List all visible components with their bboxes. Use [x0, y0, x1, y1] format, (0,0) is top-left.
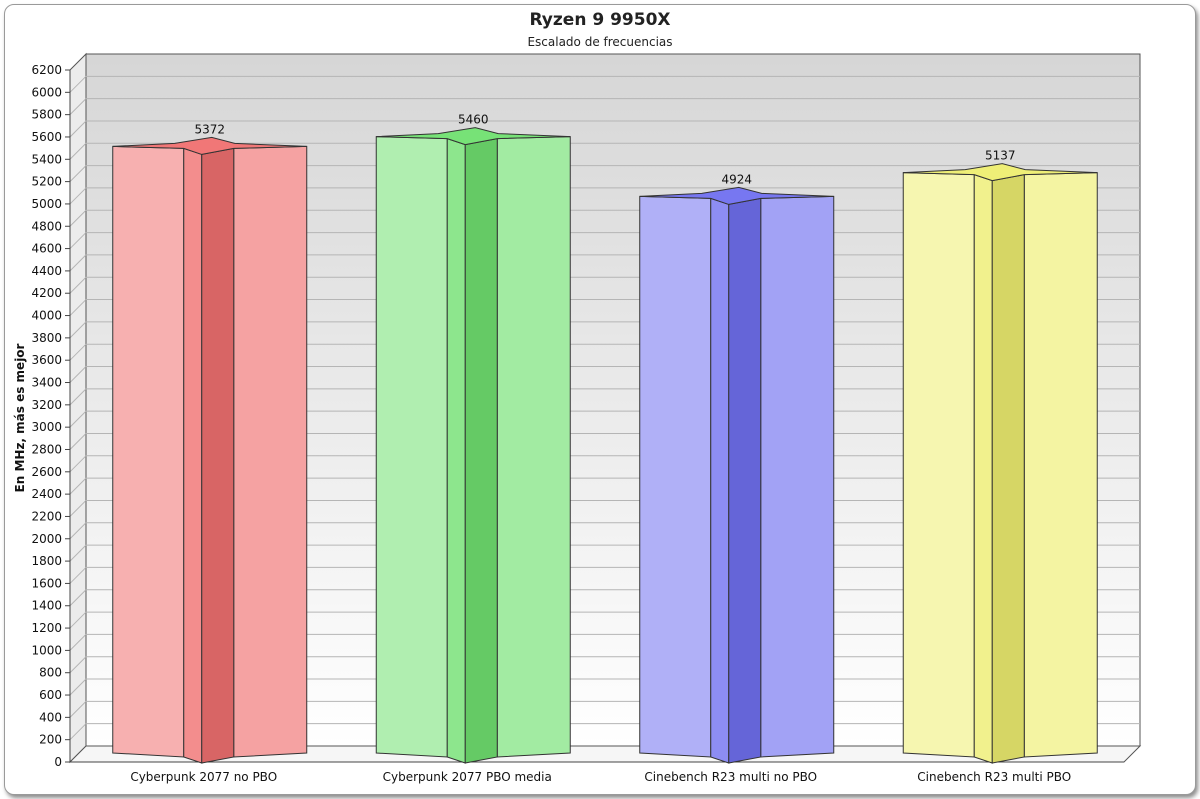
bar-face-left: [902, 172, 975, 758]
y-tick-label: 6200: [31, 63, 62, 77]
y-tick-label: 3800: [31, 331, 62, 345]
gridline-side: [69, 678, 87, 696]
bar-face-inner-right: [464, 137, 498, 764]
bar-value-label: 5372: [194, 122, 225, 136]
bar-face-inner-left: [710, 197, 730, 764]
gridline-side: [69, 299, 87, 316]
gridline-side: [69, 544, 87, 562]
bar: [375, 127, 571, 764]
bar-face-right: [1023, 172, 1098, 758]
bar-top-cap: [112, 136, 307, 155]
gridline-side: [69, 142, 87, 160]
gridline-side: [69, 165, 87, 182]
gridline-side: [69, 98, 87, 115]
gridline-side: [69, 321, 87, 339]
y-tick-label: 800: [39, 666, 62, 680]
y-tick-label: 3400: [31, 376, 62, 390]
bar-face-inner-right: [991, 174, 1025, 764]
bar-face-inner-left: [446, 137, 466, 764]
gridline-side: [69, 589, 87, 607]
gridline-side: [69, 410, 87, 428]
bar-face-inner-left: [183, 147, 203, 764]
y-tick-label: 200: [39, 733, 62, 747]
y-tick-label: 6000: [31, 85, 62, 99]
y-tick-label: 3200: [31, 398, 62, 412]
gridline-side: [69, 343, 87, 361]
gridline-side: [69, 477, 87, 495]
y-tick-label: 2200: [31, 509, 62, 523]
bar-face-left: [112, 145, 185, 758]
y-tick-label: 5600: [31, 130, 62, 144]
y-tick-label: 3600: [31, 353, 62, 367]
bar-face-left: [375, 136, 448, 758]
y-tick-label: 1800: [31, 554, 62, 568]
bar-face-inner-left: [973, 173, 993, 764]
bar: [112, 136, 308, 764]
x-category-label: Cinebench R23 multi PBO: [917, 770, 1071, 784]
y-tick-label: 5000: [31, 197, 62, 211]
y-tick-label: 400: [39, 710, 62, 724]
bar: [902, 163, 1098, 764]
bar-face-right: [760, 195, 835, 758]
gridline-side: [69, 120, 87, 138]
bar-face-right: [496, 136, 571, 758]
y-tick-label: 1000: [31, 643, 62, 657]
gridline-side: [69, 75, 87, 93]
gridline-side: [69, 455, 87, 473]
y-tick-label: 4000: [31, 309, 62, 323]
bar-face-inner-right: [201, 147, 235, 764]
y-tick-label: 4800: [31, 219, 62, 233]
x-category-label: Cyberpunk 2077 no PBO: [130, 770, 277, 784]
y-tick-label: 4400: [31, 264, 62, 278]
y-tick-label: 1400: [31, 599, 62, 613]
gridline-side: [69, 567, 87, 584]
chart-subtitle: Escalado de frecuencias: [527, 35, 673, 49]
chart-title: Ryzen 9 9950X: [529, 10, 671, 30]
gridline-side: [69, 701, 87, 718]
y-tick-label: 4200: [31, 286, 62, 300]
gridline-side: [69, 232, 87, 249]
bar-value-label: 4924: [721, 172, 752, 186]
bar-value-label: 5137: [985, 149, 1016, 163]
gridline-side: [69, 522, 87, 540]
y-tick-label: 600: [39, 688, 62, 702]
gridline-side: [69, 388, 87, 406]
y-tick-label: 4600: [31, 242, 62, 256]
gridline-side: [69, 634, 87, 651]
gridline-side: [69, 656, 87, 674]
x-category-label: Cyberpunk 2077 PBO media: [383, 770, 552, 784]
bar-value-label: 5460: [458, 113, 489, 127]
gridline-side: [69, 187, 87, 205]
y-axis-label: En MHz, más es mejor: [13, 343, 27, 492]
bar-face-inner-right: [728, 197, 762, 764]
x-category-label: Cinebench R23 multi no PBO: [644, 770, 817, 784]
gridline-side: [69, 276, 87, 294]
y-tick-label: 2800: [31, 442, 62, 456]
gridline-side: [69, 366, 87, 383]
y-tick-label: 0: [54, 755, 62, 769]
gridline-side: [69, 433, 87, 450]
gridline-side: [69, 209, 87, 227]
gridline-side: [69, 500, 87, 517]
side-wall: [69, 52, 87, 764]
y-tick-label: 1200: [31, 621, 62, 635]
gridline-side: [69, 254, 87, 272]
bar-top-cap: [376, 127, 571, 146]
y-tick-label: 3000: [31, 420, 62, 434]
bar-top-cap: [903, 163, 1098, 182]
bar-face-left: [639, 195, 712, 758]
bar: [639, 186, 835, 764]
y-tick-label: 1600: [31, 576, 62, 590]
y-tick-label: 5200: [31, 175, 62, 189]
gridline-side: [69, 611, 87, 629]
y-tick-label: 5800: [31, 108, 62, 122]
bar-top-cap: [639, 186, 834, 205]
bar-face-right: [233, 145, 308, 758]
y-tick-label: 2600: [31, 465, 62, 479]
y-tick-label: 2400: [31, 487, 62, 501]
y-tick-label: 5400: [31, 152, 62, 166]
y-tick-label: 2000: [31, 532, 62, 546]
gridline-side: [69, 723, 87, 741]
